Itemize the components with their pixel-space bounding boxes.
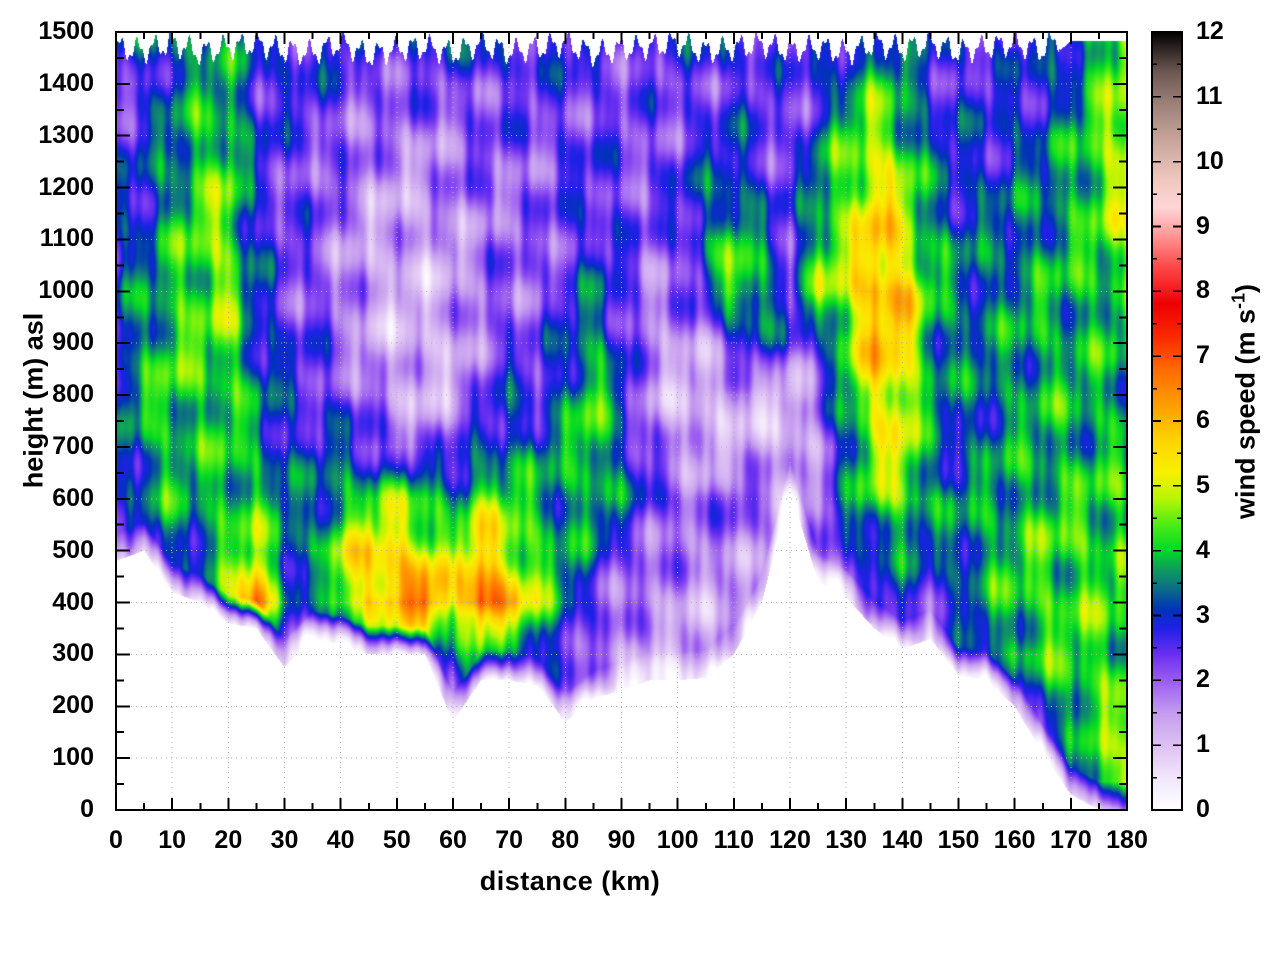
colorbar-tick-label: 10 xyxy=(1196,146,1224,175)
x-tick-label: 120 xyxy=(769,826,811,854)
colorbar-tick-label: 7 xyxy=(1196,341,1210,370)
x-tick-label: 170 xyxy=(1049,826,1092,854)
colorbar-tick-label: 11 xyxy=(1196,81,1223,110)
y-tick-label: 400 xyxy=(52,587,94,616)
y-tick-label: 0 xyxy=(80,795,94,823)
y-tick-label: 1100 xyxy=(39,224,94,253)
colorbar-tick-label: 0 xyxy=(1196,795,1210,823)
colorbar-tick-label: 2 xyxy=(1196,665,1210,694)
x-tick-label: 70 xyxy=(495,826,524,854)
colorbar-frame xyxy=(1151,31,1183,811)
x-tick-label: 10 xyxy=(158,826,187,854)
y-tick-label: 500 xyxy=(52,535,94,564)
colorbar-tick-label: 5 xyxy=(1196,470,1210,499)
colorbar-tick-label: 4 xyxy=(1196,535,1210,564)
x-tick-label: 40 xyxy=(326,826,355,854)
x-tick-label: 80 xyxy=(551,826,580,854)
wind-speed-field xyxy=(116,32,1127,810)
x-tick-label: 110 xyxy=(713,826,754,854)
colorbar-tick-label: 9 xyxy=(1196,211,1210,240)
x-tick-label: 180 xyxy=(1106,826,1148,854)
x-tick-label: 100 xyxy=(656,826,699,854)
y-tick-label: 1200 xyxy=(38,172,94,201)
colorbar-tick-label: 1 xyxy=(1196,730,1210,759)
y-tick-label: 800 xyxy=(52,380,94,409)
y-tick-label: 900 xyxy=(52,328,94,357)
x-tick-label: 30 xyxy=(270,826,299,854)
x-tick-label: 140 xyxy=(881,826,924,854)
y-tick-label: 1400 xyxy=(38,68,94,97)
y-tick-label: 200 xyxy=(52,691,94,720)
x-axis-label: distance (km) xyxy=(479,866,661,896)
colorbar-tick-label: 12 xyxy=(1196,17,1224,45)
y-tick-label: 100 xyxy=(52,743,94,772)
x-tick-label: 150 xyxy=(937,826,980,854)
y-tick-label: 300 xyxy=(52,639,94,668)
x-tick-label: 160 xyxy=(993,826,1036,854)
x-tick-label: 60 xyxy=(439,826,467,854)
colorbar-tick-label: 8 xyxy=(1196,276,1210,305)
y-tick-label: 700 xyxy=(52,431,94,460)
y-tick-label: 1300 xyxy=(38,120,94,149)
plot-grid xyxy=(116,32,1127,810)
colorbar-tick-label: 6 xyxy=(1196,406,1210,434)
x-tick-label: 130 xyxy=(825,826,868,854)
y-tick-label: 1500 xyxy=(38,17,94,45)
plot-frame xyxy=(115,31,1128,811)
colorbar-tick-label: 3 xyxy=(1196,600,1210,629)
y-tick-label: 600 xyxy=(52,483,94,512)
y-tick-label: 1000 xyxy=(38,276,94,305)
x-tick-label: 0 xyxy=(109,826,123,854)
x-tick-label: 90 xyxy=(607,826,636,854)
x-tick-label: 50 xyxy=(382,826,411,854)
x-tick-label: 20 xyxy=(214,826,243,854)
